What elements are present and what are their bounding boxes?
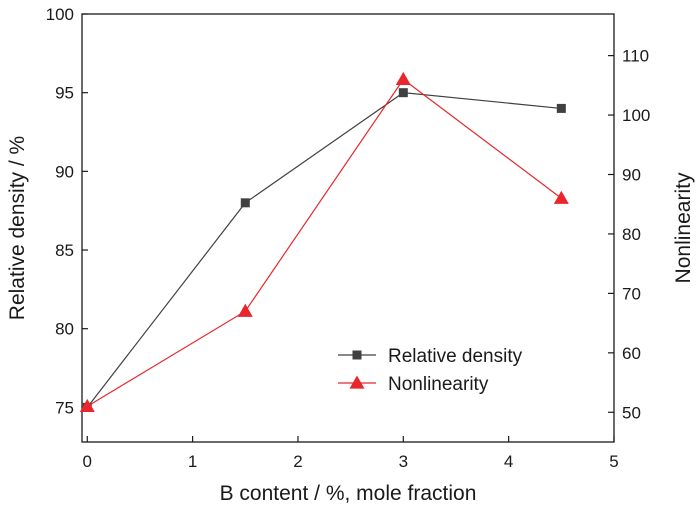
y-tick-label: 90 [55,162,74,181]
legend-entry-2: Nonlinearity [338,374,489,395]
x-tick-label: 4 [504,452,513,471]
series-2-line [86,78,562,407]
y-tick-label: 80 [55,320,74,339]
y-tick-label: 85 [55,241,74,260]
series-2-point [395,71,411,86]
y2-tick-label: 90 [622,166,641,185]
x-tick-label: 2 [293,452,302,471]
series-2-point [237,303,253,317]
series-1-point [240,198,250,208]
y2-tick-label: 50 [622,403,641,422]
x-axis-title: B content / %, mole fraction [220,482,477,505]
legend-entry-1: Relative density [338,346,523,367]
y2-axis-title: Nonlinearity [672,172,695,283]
series-layer [79,71,569,412]
series-2-point [553,190,569,204]
y2-tick-label: 80 [622,225,641,244]
series-2-point [79,398,95,412]
legend-marker [349,375,365,389]
y-tick-label: 75 [55,398,74,417]
series-1-point [398,88,408,98]
y2-tick-label: 100 [622,106,650,125]
x-tick-label: 5 [609,452,618,471]
legend-label: Nonlinearity [388,374,489,395]
y-axis-ticks: 75 80 85 90 95 100 [46,5,88,417]
x-axis-ticks: 0 1 2 3 4 5 [83,436,619,471]
y2-tick-label: 70 [622,284,641,303]
x-tick-label: 1 [188,452,197,471]
legend: Relative density Nonlinearity [338,346,523,395]
x-tick-label: 3 [399,452,408,471]
legend-label: Relative density [388,346,523,367]
legend-marker [352,350,362,360]
plot-frame [81,13,615,443]
y-tick-label: 100 [46,5,74,24]
y2-tick-label: 110 [622,47,649,66]
series-1-point [556,103,566,113]
y-tick-label: 95 [55,84,74,103]
series-2 [79,71,569,412]
x-tick-label: 0 [83,452,92,471]
y-axis-title: Relative density / % [6,136,29,320]
y2-tick-label: 60 [622,344,641,363]
y2-axis-ticks: 50 60 70 80 90 100 110 [608,47,650,422]
series-1-line [86,92,562,408]
